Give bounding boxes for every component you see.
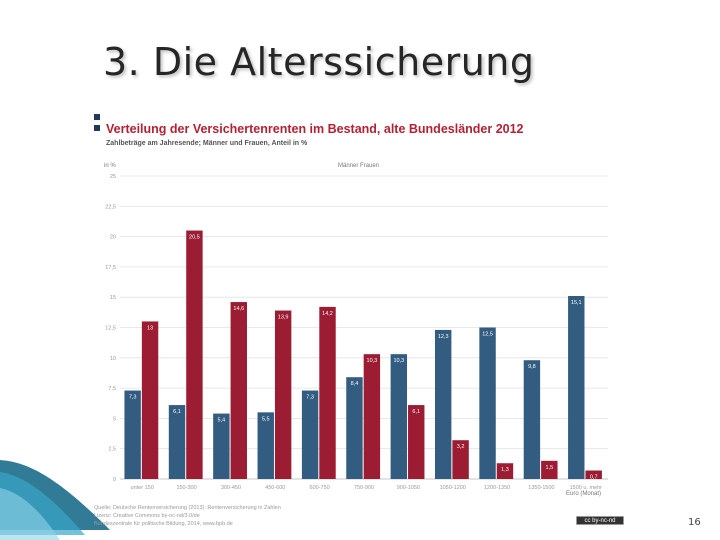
- bullet-marker: [94, 125, 100, 131]
- data-label: 5,5: [262, 416, 270, 422]
- bar-men: [523, 360, 541, 479]
- x-tick-label: 600-750: [310, 485, 330, 491]
- chart-subtitle: Zahlbeträge am Jahresende; Männer und Fr…: [106, 140, 308, 147]
- bar-men: [257, 412, 274, 479]
- data-label: 3,2: [457, 444, 465, 450]
- data-label: 14,2: [322, 311, 333, 317]
- x-tick-label: 1200-1350: [484, 485, 510, 491]
- data-label: 10,3: [393, 358, 404, 364]
- bar-men: [168, 405, 186, 479]
- x-tick-label: 150-300: [176, 485, 196, 491]
- bar-women: [274, 310, 292, 479]
- bar-women: [319, 306, 336, 479]
- x-axis-unit: Euro (Monat): [566, 491, 602, 497]
- y-tick-label: 25: [110, 174, 116, 180]
- data-label: 0,7: [590, 475, 598, 481]
- bar-women: [452, 440, 469, 479]
- bar-women: [141, 321, 159, 479]
- data-label: 10,3: [367, 358, 378, 364]
- data-label: 13,9: [278, 315, 289, 321]
- source-line: Lizenz: Creative Commons by-nc-nd/3.0/de: [94, 513, 200, 519]
- bar-men: [390, 354, 408, 479]
- data-label: 15,1: [571, 300, 582, 306]
- data-label: 12,3: [438, 334, 449, 340]
- source-line: Quelle: Deutsche Rentenversicherung (201…: [94, 505, 281, 511]
- y-axis-unit: in %: [104, 163, 116, 169]
- y-tick-label: 20: [110, 235, 116, 241]
- x-tick-label: unter 150: [131, 485, 154, 491]
- bar-women: [496, 463, 514, 479]
- bar-men: [479, 327, 496, 479]
- data-label: 1,5: [546, 465, 554, 471]
- bar-men: [213, 413, 230, 479]
- bar-women: [541, 460, 558, 479]
- x-tick-label: 750-900: [354, 485, 374, 491]
- data-label: 7,3: [129, 395, 137, 401]
- data-label: 8,4: [351, 381, 359, 387]
- decorative-swoosh: [0, 460, 110, 540]
- bar-women: [585, 470, 602, 479]
- x-tick-label: 1350-1500: [528, 485, 554, 491]
- bar-men: [301, 390, 319, 479]
- data-label: 1,3: [501, 467, 509, 473]
- data-label: 9,8: [528, 364, 536, 370]
- x-tick-label: 300-450: [221, 485, 241, 491]
- data-label: 6,1: [412, 409, 420, 415]
- x-tick-label: 1500 u. mehr: [570, 485, 603, 491]
- bar-men: [568, 295, 585, 479]
- y-tick-label: 5: [113, 416, 116, 422]
- data-label: 20,5: [189, 235, 200, 241]
- source-line: Bundeszentrale für politische Bildung, 2…: [94, 521, 233, 527]
- x-tick-label: 900-1050: [397, 485, 420, 491]
- y-tick-label: 22,5: [105, 204, 116, 210]
- data-label: 13: [147, 325, 153, 331]
- license-badge[interactable]: cc by-nc-nd: [576, 516, 624, 525]
- bar-men: [124, 390, 141, 479]
- bar-men: [434, 329, 452, 479]
- y-tick-label: 15: [110, 295, 116, 301]
- bar-women: [363, 354, 381, 479]
- y-tick-label: 10: [110, 356, 116, 362]
- y-tick-label: 7,5: [108, 386, 116, 392]
- data-label: 14,6: [233, 306, 244, 312]
- x-tick-label: 450-600: [265, 485, 285, 491]
- data-label: 12,5: [482, 332, 493, 338]
- y-tick-label: 0: [113, 477, 116, 483]
- chart-legend: Männer Frauen: [338, 163, 380, 169]
- bar-women: [230, 302, 247, 479]
- bar-women: [186, 230, 203, 479]
- data-label: 7,3: [306, 395, 314, 401]
- y-tick-label: 17,5: [105, 265, 116, 271]
- y-tick-label: 12,5: [105, 326, 116, 332]
- data-label: 6,1: [173, 409, 181, 415]
- bullet-marker: [94, 114, 100, 120]
- slide-title: 3. Die Alterssicherung: [103, 40, 535, 84]
- bar-men: [346, 377, 363, 479]
- data-label: 5,4: [218, 418, 226, 424]
- y-tick-label: 2,5: [108, 447, 116, 453]
- chart-title: Verteilung der Versichertenrenten im Bes…: [106, 122, 524, 136]
- bar-women: [408, 405, 425, 479]
- x-tick-label: 1050-1200: [440, 485, 466, 491]
- page-number: 16: [688, 517, 701, 528]
